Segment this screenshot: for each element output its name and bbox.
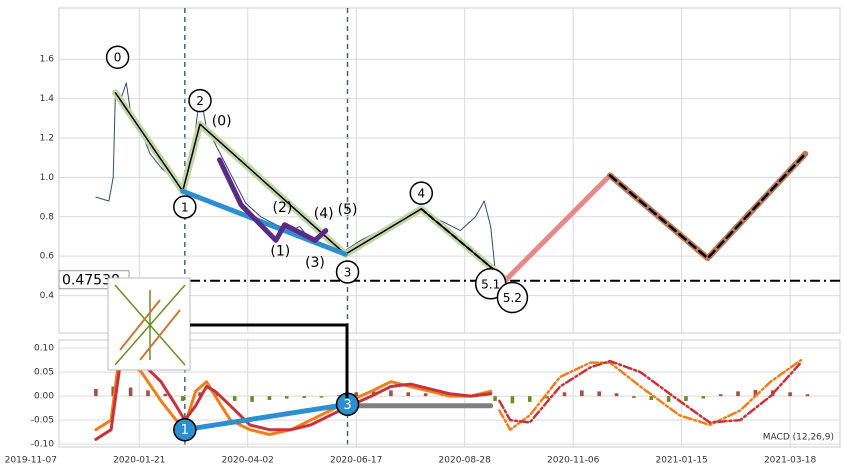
- histogram-bar: [701, 396, 706, 399]
- wave-label: 3: [343, 398, 351, 413]
- series-line: [420, 207, 507, 281]
- wave-marker: [188, 88, 212, 113]
- x-tick-label: 2019-11-07: [5, 456, 57, 466]
- histogram-bar: [666, 396, 671, 402]
- histogram-bar: [146, 390, 150, 397]
- wave-label: (3): [305, 255, 325, 271]
- histogram-bar: [198, 392, 202, 397]
- indicator-label: MACD (12,26,9): [763, 433, 834, 443]
- histogram-bar: [510, 396, 515, 404]
- histogram-bar: [753, 389, 758, 397]
- histogram-bar: [736, 391, 740, 397]
- histogram-bar: [389, 390, 393, 397]
- histogram-bar: [527, 396, 532, 402]
- histogram-bar: [684, 396, 688, 401]
- histogram-bar: [302, 396, 306, 399]
- histogram-bar: [545, 396, 549, 399]
- wave-label: 5.1: [481, 277, 500, 291]
- histogram-bar: [632, 396, 636, 399]
- wave-label: (4): [314, 206, 334, 222]
- series-line: [180, 188, 348, 257]
- histogram-bar: [180, 396, 185, 401]
- x-tick-label: 2021-01-15: [655, 456, 707, 466]
- wave-label: (1): [270, 243, 290, 259]
- histogram-bar: [250, 396, 254, 402]
- y-tick-label: 0.10: [34, 344, 54, 354]
- y-tick-label: 1.4: [40, 94, 55, 104]
- histogram-bar: [319, 396, 324, 398]
- histogram-bar: [111, 386, 116, 397]
- wave-marker: [409, 181, 434, 205]
- wave-label: 1: [181, 200, 189, 214]
- y-tick-label: -0.10: [31, 440, 55, 450]
- series-line: [217, 157, 329, 243]
- x-tick-label: 2020-01-21: [113, 456, 165, 466]
- series-line: [608, 152, 807, 260]
- y-tick-label: 0.6: [40, 252, 55, 262]
- wave-marker: [173, 417, 197, 442]
- series-line: [503, 172, 613, 283]
- wave-label: 2: [196, 94, 204, 108]
- histogram-bar: [718, 394, 723, 397]
- x-tick-label: 2020-11-06: [547, 456, 600, 466]
- x-tick-label: 2020-04-02: [222, 456, 274, 466]
- wave-marker: [173, 195, 197, 219]
- wave-label: (5): [338, 202, 358, 218]
- wave-label: (0): [212, 113, 232, 129]
- y-tick-label: 1.6: [40, 55, 55, 65]
- wave-label: 0: [114, 51, 122, 65]
- y-tick-label: 0.05: [34, 368, 54, 378]
- histogram-bar: [805, 394, 810, 397]
- histogram-bar: [284, 396, 289, 399]
- y-tick-label: 1.0: [40, 173, 55, 183]
- connector: [190, 323, 349, 398]
- y-tick-label: 0.00: [34, 392, 54, 402]
- series-line: [114, 91, 507, 281]
- x-tick-label: 2021-03-18: [764, 456, 817, 466]
- y-tick-label: 1.2: [40, 134, 54, 144]
- wave-label: (2): [273, 200, 293, 216]
- wave-label: 5.2: [503, 291, 522, 305]
- histogram-bar: [354, 392, 359, 397]
- histogram-bar: [163, 393, 168, 397]
- series-line: [94, 361, 493, 441]
- histogram-bar: [562, 392, 567, 397]
- wave-label: 4: [417, 187, 425, 201]
- histogram-bar: [649, 396, 654, 400]
- histogram-bar: [94, 388, 98, 397]
- series-line: [498, 359, 803, 424]
- histogram-bar: [597, 391, 601, 397]
- x-tick-label: 2020-06-17: [330, 456, 382, 466]
- thumbnail-art: [119, 299, 181, 361]
- wave-label: 3: [344, 265, 352, 279]
- y-tick-label: 0.4: [40, 291, 55, 301]
- histogram-bar: [788, 392, 792, 397]
- histogram-bar: [232, 396, 237, 401]
- histogram-bar: [267, 396, 272, 400]
- histogram-bar: [493, 396, 497, 401]
- wave-label: 1: [181, 423, 189, 438]
- histogram-bar: [128, 387, 133, 397]
- series-line: [94, 351, 493, 436]
- histogram-bar: [337, 395, 341, 397]
- histogram-bar: [580, 390, 584, 397]
- y-tick-label: 0.8: [40, 212, 55, 222]
- histogram-bar: [614, 393, 619, 397]
- wave-marker: [335, 260, 360, 284]
- histogram-bar: [423, 393, 428, 397]
- level-label: 0.47538: [62, 273, 120, 289]
- histogram-bar: [406, 392, 411, 397]
- x-tick-label: 2020-08-28: [439, 456, 492, 466]
- wave-marker: [105, 45, 130, 69]
- series-line: [182, 401, 350, 433]
- y-tick-label: -0.05: [31, 416, 54, 426]
- wave-marker: [496, 281, 529, 314]
- series-line: [498, 358, 803, 431]
